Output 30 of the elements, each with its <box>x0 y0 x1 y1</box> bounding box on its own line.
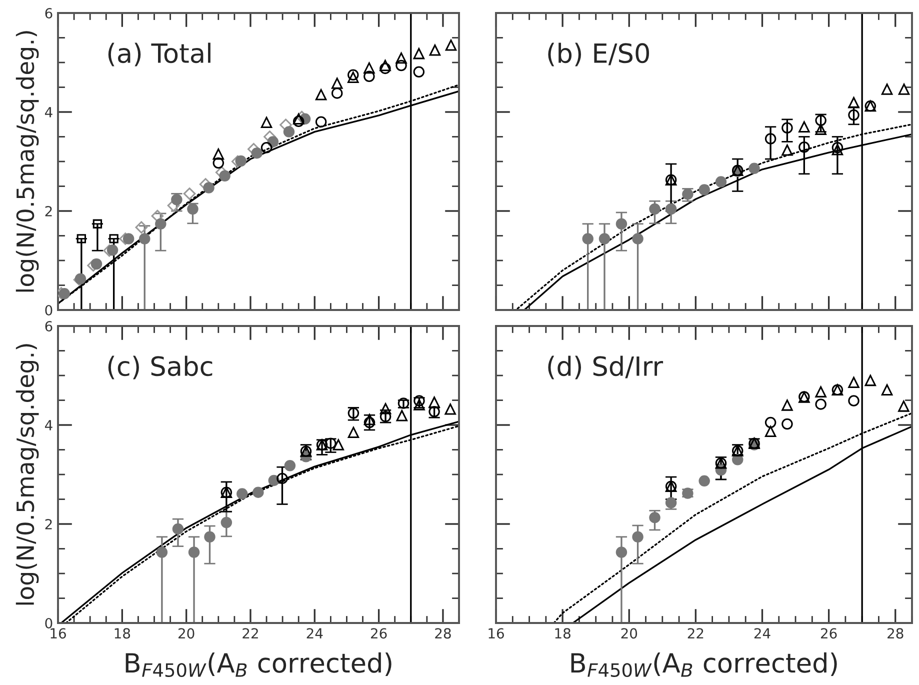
x-tick-label: 16 <box>50 628 66 639</box>
y-axis-title: log(N/0.5mag/sq.deg.) <box>16 344 39 605</box>
annotation: (c) Sabc <box>108 356 212 380</box>
x-tick-label: 28 <box>888 628 904 639</box>
y-tick-label: 6 <box>45 8 52 18</box>
y-tick-label: 6 <box>45 320 52 332</box>
x-axis-title: B$_{F450W}$(A$_{B}$ corrected) <box>571 652 837 678</box>
x-tick-label: 24 <box>306 628 323 638</box>
y-tick-label: 0 <box>45 618 52 628</box>
x-tick-label: 24 <box>754 628 770 638</box>
x-tick-label: 20 <box>621 628 638 639</box>
x-tick-label: 26 <box>370 628 387 639</box>
x-tick-label: 18 <box>555 628 570 639</box>
annotation: (a) Total <box>108 42 210 66</box>
y-tick-label: 0 <box>45 304 52 316</box>
x-tick-label: 28 <box>435 628 451 639</box>
y-tick-label: 2 <box>45 206 52 216</box>
annotation: (d) Sd/Irr <box>548 356 664 380</box>
y-tick-label: 2 <box>45 518 52 530</box>
x-axis-title: B$_{F450W}$(A$_{B}$ corrected) <box>126 652 392 678</box>
y-tick-label: 4 <box>44 420 52 430</box>
annotation: (b) E/S0 <box>548 42 649 66</box>
x-tick-label: 22 <box>242 628 258 638</box>
x-tick-label: 22 <box>688 628 704 638</box>
x-tick-label: 16 <box>488 628 504 639</box>
x-tick-label: 20 <box>178 628 194 639</box>
y-axis-title: log(N/0.5mag/sq.deg.) <box>16 31 39 292</box>
y-tick-label: 4 <box>44 107 52 118</box>
x-tick-label: 26 <box>820 628 837 639</box>
x-tick-label: 18 <box>114 628 130 639</box>
